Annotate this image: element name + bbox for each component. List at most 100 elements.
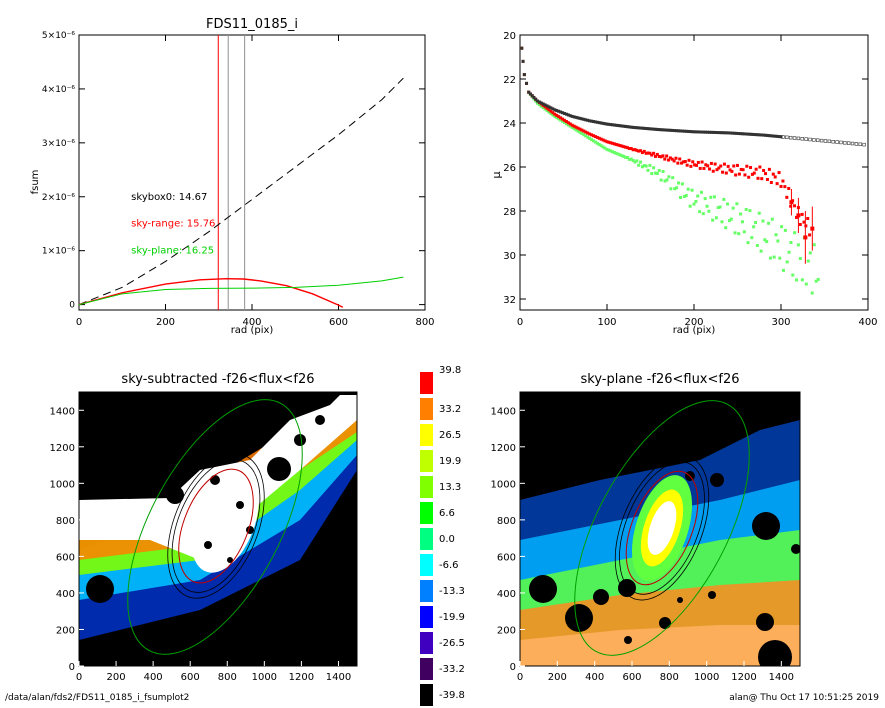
profile-point-green <box>599 144 603 148</box>
profile-point-red <box>644 151 648 155</box>
profile-point-green <box>611 150 615 154</box>
profile-point-dark-gray <box>704 130 708 134</box>
profile-point-green <box>595 141 599 145</box>
sky-subtracted-y-tick-label: 0 <box>69 662 75 673</box>
profile-point-green <box>646 168 650 172</box>
profile-point-green <box>778 256 782 260</box>
sky-plane-x-tick-label: 200 <box>548 672 567 683</box>
profile-point-red <box>622 145 626 149</box>
profile-point-dark-gray <box>551 107 555 111</box>
sky-subtracted-x-tick-label: 1000 <box>252 672 277 683</box>
sky-plane-y-tick-label: 1000 <box>491 479 516 490</box>
profile-point-dark-gray <box>758 133 762 137</box>
profile-point-dark-gray <box>588 119 592 123</box>
profile-point-dark-gray <box>626 125 630 129</box>
profile-point-red <box>547 108 551 112</box>
profile-point-green <box>597 143 601 147</box>
profile-point-dark-gray <box>725 131 729 135</box>
profile-point-dark-gray <box>603 122 607 126</box>
profile-point-green <box>770 217 774 221</box>
profile-point-red <box>685 163 689 167</box>
profile-point-green <box>653 171 657 175</box>
colorbar-swatch <box>420 372 433 394</box>
profile-point-red <box>689 164 693 168</box>
fsum-y-tick-label: 5×10⁻⁶ <box>42 31 75 41</box>
profile-point-red <box>754 167 758 171</box>
profile-point-green <box>713 195 717 199</box>
profile-point-red <box>663 157 667 161</box>
profile-plot-frame <box>519 34 869 311</box>
profile-point-green <box>814 279 818 283</box>
profile-point-dark-gray <box>744 132 748 136</box>
profile-point-dark-gray <box>698 130 702 134</box>
profile-point-dark-gray <box>700 130 704 134</box>
profile-point-dark-gray <box>530 94 534 98</box>
profile-point-green <box>539 104 543 108</box>
profile-point-red <box>802 220 806 224</box>
colorbar-label: 13.3 <box>439 482 461 493</box>
sky-plane-title: sky-plane -f26<flux<f26 <box>580 372 739 387</box>
colorbar-swatch <box>420 450 433 472</box>
profile-point-dark-gray <box>635 126 639 130</box>
profile-point-red <box>717 166 721 170</box>
profile-point-red <box>549 109 553 113</box>
profile-point-green <box>627 157 631 161</box>
profile-point-dark-gray <box>590 119 594 123</box>
sky-subtracted-x-tick-label: 800 <box>218 672 237 683</box>
profile-point-dark-gray <box>819 138 824 143</box>
profile-point-red <box>612 142 616 146</box>
profile-point-dark-gray <box>618 124 622 128</box>
profile-point-red <box>711 169 715 173</box>
profile-point-red <box>584 130 588 134</box>
profile-point-dark-gray <box>727 131 731 135</box>
profile-point-red <box>728 168 732 172</box>
colorbar-swatch <box>420 476 433 498</box>
fsum-series-red <box>78 278 344 308</box>
profile-point-green <box>591 139 595 143</box>
profile-point-red <box>557 115 561 119</box>
profile-point-red <box>668 156 672 160</box>
profile-point-dark-gray <box>521 59 525 63</box>
profile-point-green <box>726 202 730 206</box>
profile-plot-panel: rad (pix) μ 0 100 200 300 400 20 22 24 26 28 30 32 <box>490 31 878 336</box>
profile-point-red <box>777 171 781 175</box>
profile-point-dark-gray <box>862 142 866 147</box>
profile-point-dark-gray <box>555 109 559 113</box>
colorbar-label: -33.2 <box>439 664 465 675</box>
profile-point-green <box>785 260 789 264</box>
profile-point-dark-gray <box>631 125 635 129</box>
profile-point-dark-gray <box>843 141 847 145</box>
profile-point-red <box>609 141 613 145</box>
colorbar-swatch <box>420 424 433 446</box>
profile-point-dark-gray <box>570 114 574 118</box>
profile-point-green <box>692 202 696 206</box>
profile-point-dark-gray <box>684 129 688 133</box>
profile-point-red <box>806 217 810 221</box>
profile-point-green <box>808 251 812 255</box>
fsum-x-tick-label: 600 <box>329 317 348 328</box>
profile-point-dark-gray <box>572 115 576 119</box>
colorbar-label: -19.9 <box>439 612 465 623</box>
profile-point-red <box>730 169 734 173</box>
profile-point-red <box>657 154 661 158</box>
profile-point-dark-gray <box>748 132 752 136</box>
profile-point-red <box>555 113 559 117</box>
profile-point-dark-gray <box>537 100 541 104</box>
profile-point-green <box>626 156 630 160</box>
profile-point-green <box>767 221 771 225</box>
sky-plane-y-tick-label: 600 <box>497 552 516 563</box>
profile-point-dark-gray <box>591 120 595 124</box>
profile-point-dark-gray <box>607 122 611 126</box>
profile-point-green <box>688 204 692 208</box>
sky-plane-image <box>520 392 800 666</box>
sky-subtracted-x-tick-label: 0 <box>76 672 82 683</box>
profile-point-red <box>576 126 580 130</box>
profile-point-green <box>698 210 702 214</box>
profile-point-red <box>775 182 779 186</box>
profile-point-green <box>639 160 643 164</box>
profile-point-red <box>749 166 753 170</box>
fsum-y-tick-label: 1×10⁻⁶ <box>42 247 75 257</box>
profile-point-green <box>545 109 549 113</box>
profile-point-green <box>722 197 726 201</box>
profile-point-green <box>534 99 538 103</box>
